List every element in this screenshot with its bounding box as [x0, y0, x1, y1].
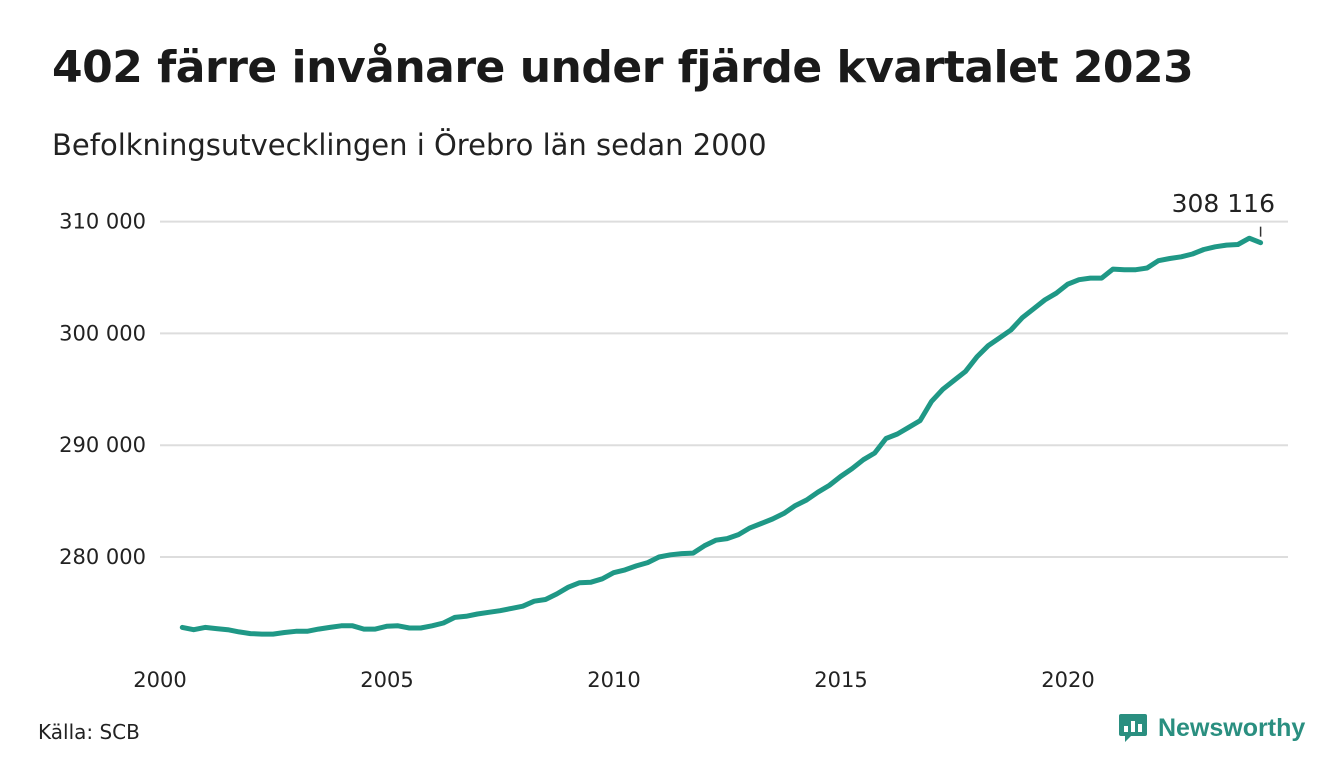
end-value-label: 308 116 — [1172, 189, 1275, 218]
chart-subtitle: Befolkningsutvecklingen i Örebro län sed… — [52, 128, 767, 162]
x-tick-label-2: 2010 — [587, 668, 640, 692]
source-note: Källa: SCB — [38, 720, 140, 744]
end-annotation: 308 116 — [1172, 189, 1275, 237]
y-tick-label-0: 280 000 — [59, 545, 146, 569]
series-layer — [179, 235, 1264, 637]
brand[interactable]: Newsworthy — [1118, 712, 1305, 744]
y-tick-label-3: 310 000 — [59, 210, 146, 234]
series-line-population — [179, 235, 1264, 637]
chart-title: 402 färre invånare under fjärde kvartale… — [52, 42, 1194, 93]
brand-name: Newsworthy — [1158, 713, 1306, 742]
y-axis-labels: 280 000 290 000 300 000 310 000 — [59, 210, 146, 569]
x-tick-label-1: 2005 — [360, 668, 413, 692]
y-tick-label-1: 290 000 — [59, 433, 146, 457]
x-axis-labels: 2000 2005 2010 2015 2020 — [133, 668, 1094, 692]
x-tick-label-4: 2020 — [1041, 668, 1094, 692]
grid-lines — [160, 220, 1288, 558]
x-tick-label-0: 2000 — [133, 668, 186, 692]
newsworthy-logo-icon — [1119, 714, 1147, 742]
y-tick-label-2: 300 000 — [59, 321, 146, 345]
x-tick-label-3: 2015 — [814, 668, 867, 692]
